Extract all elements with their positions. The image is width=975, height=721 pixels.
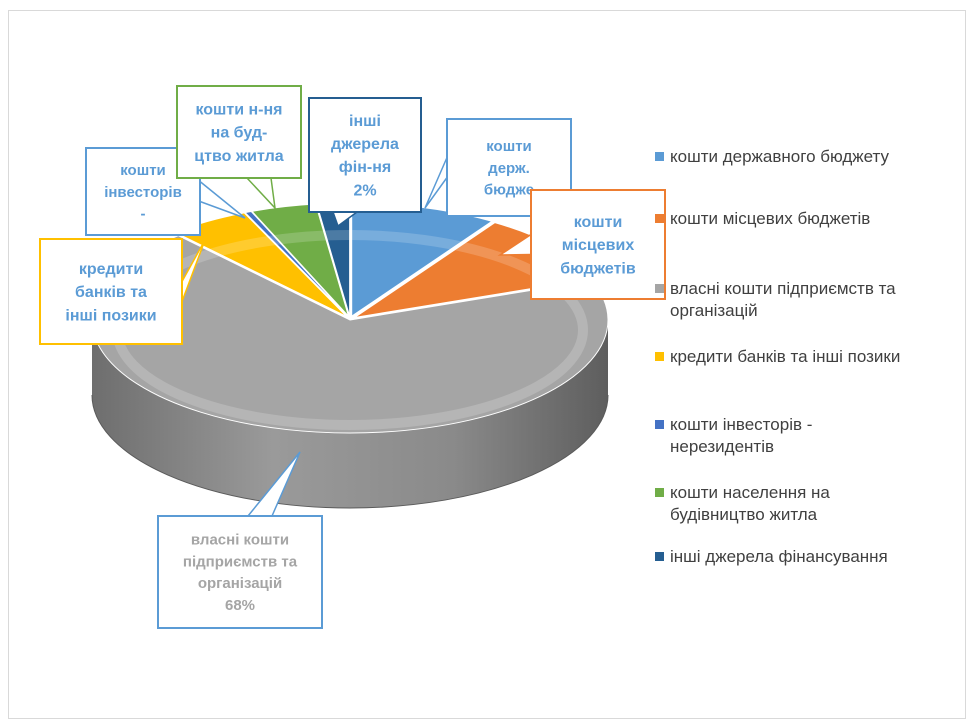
callout-fill bbox=[178, 87, 300, 177]
legend-label: кошти населення на будівництво житла bbox=[670, 482, 830, 526]
legend-label-line: власні кошти підприємств та bbox=[670, 279, 896, 298]
callout-label: цтво житла bbox=[194, 148, 283, 165]
callout-6: інші джерела фін-ня 2% bbox=[308, 97, 422, 228]
legend-label-line: кредити банків та інші позики bbox=[670, 347, 901, 366]
callout-3: кредити банків та інші позики bbox=[39, 238, 206, 345]
data-callouts: кошти держ. бюдже кошти місцевих бюджетів влас… bbox=[39, 85, 666, 629]
legend-label: власні кошти підприємств та організацій bbox=[670, 278, 896, 322]
callout-pointer bbox=[181, 239, 206, 302]
callout-2: власні кошти підприємств та організацій 68% bbox=[157, 451, 323, 629]
legend-item-кошти-державного-бюджету: кошти державного бюджету bbox=[655, 146, 965, 168]
callout-label: фін-ня bbox=[339, 159, 391, 176]
callout-pointer bbox=[497, 233, 532, 256]
callout-label: банків та bbox=[75, 284, 147, 301]
callout-label: 2% bbox=[353, 182, 376, 199]
callout-fill bbox=[159, 517, 321, 627]
legend-item-кредити-банків-та-інші-позики: кредити банків та інші позики bbox=[655, 346, 965, 368]
legend-label-line: нерезидентів bbox=[670, 437, 775, 456]
legend-item-кошти-населення-на: кошти населення на будівництво житла bbox=[655, 482, 965, 526]
callout-label: бюджетів bbox=[560, 260, 636, 277]
legend-item-інші-джерела-фінансування: інші джерела фінансування bbox=[655, 546, 965, 568]
callout-pointer bbox=[332, 211, 358, 228]
callout-label: організацій bbox=[198, 575, 282, 592]
legend-swatch bbox=[655, 352, 664, 361]
callout-fill bbox=[41, 240, 181, 343]
callout-label: інвесторів bbox=[104, 184, 182, 201]
callout-pointer bbox=[199, 180, 246, 219]
legend-swatch bbox=[655, 214, 664, 223]
callout-0: кошти держ. бюдже bbox=[424, 118, 572, 217]
legend-swatch bbox=[655, 420, 664, 429]
callout-label: кошти bbox=[574, 214, 623, 231]
legend-label-line: будівництво житла bbox=[670, 505, 818, 524]
callout-fill bbox=[532, 191, 664, 298]
callout-pointer bbox=[246, 177, 277, 211]
legend-label-line: кошти населення на bbox=[670, 483, 830, 502]
legend-label: кредити банків та інші позики bbox=[670, 346, 900, 368]
callout-pointer bbox=[424, 157, 448, 209]
callout-label: власні кошти bbox=[191, 532, 289, 549]
pie-bottom-rim bbox=[91, 394, 609, 509]
callout-label: 68% bbox=[225, 597, 255, 614]
legend-label: кошти місцевих бюджетів bbox=[670, 208, 870, 230]
legend-swatch bbox=[655, 488, 664, 497]
legend-swatch bbox=[655, 552, 664, 561]
callout-5: кошти н-ня на буд-цтво житла bbox=[176, 85, 302, 211]
legend-label: кошти державного бюджету bbox=[670, 146, 889, 168]
legend-swatch bbox=[655, 284, 664, 293]
callout-label: підприємств та bbox=[183, 553, 298, 570]
callout-label: кредити bbox=[79, 261, 143, 278]
legend-label-line: організацій bbox=[670, 301, 758, 320]
legend-label-line: інші джерела фінансування bbox=[670, 547, 888, 566]
callout-label: інші bbox=[349, 113, 381, 130]
legend-label: кошти інвесторів - нерезидентів bbox=[670, 414, 812, 458]
callout-label: кошти bbox=[120, 162, 166, 179]
legend-label-line: кошти інвесторів - bbox=[670, 415, 813, 434]
legend-label-line: кошти місцевих бюджетів bbox=[670, 209, 871, 228]
callout-label: держ. bbox=[488, 160, 530, 177]
pie-slice-кошти-інвесторів-нерезидентів bbox=[244, 210, 349, 317]
callout-label: - bbox=[141, 206, 146, 223]
callout-label: на буд- bbox=[211, 125, 268, 142]
pie-side-wall bbox=[92, 320, 608, 508]
legend-item-кошти-місцевих-бюджетів: кошти місцевих бюджетів bbox=[655, 208, 965, 230]
legend-item-кошти-інвесторів: кошти інвесторів - нерезидентів bbox=[655, 414, 965, 458]
callout-1: кошти місцевих бюджетів bbox=[497, 189, 666, 300]
callout-pointer bbox=[247, 451, 301, 517]
legend-label-line: кошти державного бюджету bbox=[670, 147, 890, 166]
legend-swatch bbox=[655, 152, 664, 161]
callout-label: кошти bbox=[486, 138, 532, 155]
callout-label: джерела bbox=[331, 136, 399, 153]
callout-label: кошти н-ня bbox=[195, 101, 282, 118]
legend-item-власні-кошти-підприємств-та: власні кошти підприємств та організацій bbox=[655, 278, 965, 322]
callout-label: бюдже bbox=[484, 182, 534, 199]
callout-label: місцевих bbox=[562, 237, 635, 254]
callout-label: інші позики bbox=[65, 307, 156, 324]
callout-4: кошти інвесторів - bbox=[85, 147, 246, 236]
legend-label: інші джерела фінансування bbox=[670, 546, 888, 568]
callout-fill bbox=[310, 99, 420, 211]
